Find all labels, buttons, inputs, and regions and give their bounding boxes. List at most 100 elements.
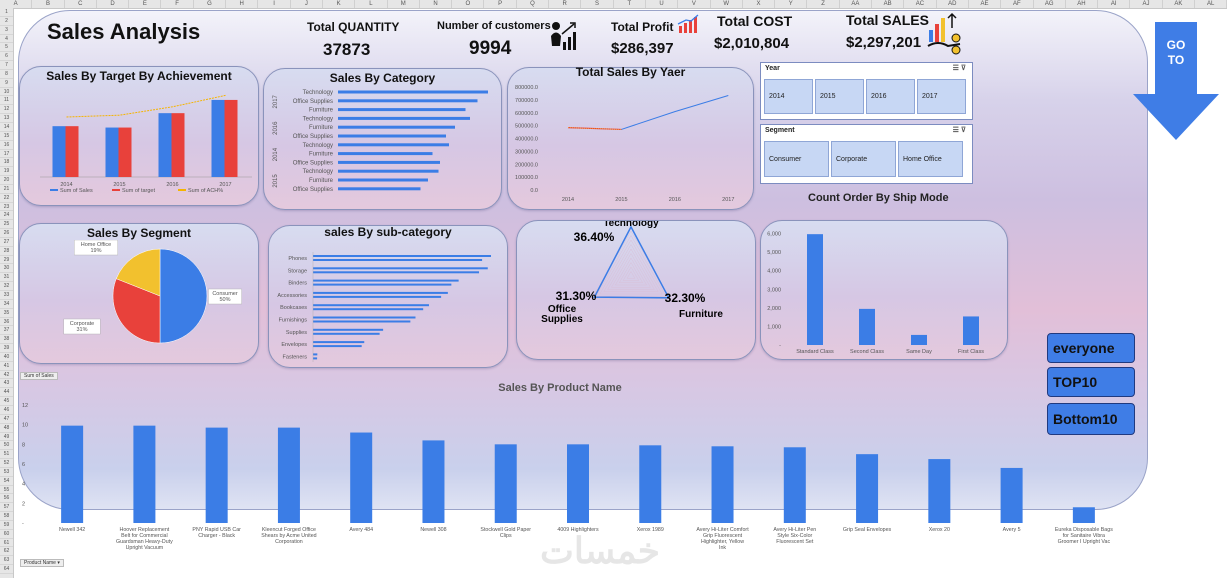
row-header[interactable]: 2 xyxy=(0,17,13,26)
top10-button[interactable]: TOP10 xyxy=(1047,367,1135,397)
column-header[interactable]: X xyxy=(743,0,776,8)
segment-slicer[interactable]: Segment ☰ ⊽ Consumer Corporate Home Office xyxy=(760,124,973,184)
row-header[interactable]: 42 xyxy=(0,371,13,380)
column-header[interactable]: AC xyxy=(904,0,937,8)
row-header[interactable]: 11 xyxy=(0,96,13,106)
row-header[interactable]: 26 xyxy=(0,229,13,238)
row-header[interactable]: 52 xyxy=(0,459,13,468)
clear-filter-icon[interactable]: ☰ ⊽ xyxy=(952,127,966,134)
row-header[interactable]: 59 xyxy=(0,521,13,530)
target-achievement-card[interactable]: Sales By Target By Achievement 2014 2015 2… xyxy=(19,66,259,206)
row-header[interactable]: 10 xyxy=(0,88,13,97)
row-header[interactable]: 13 xyxy=(0,114,13,123)
goto-arrow-button[interactable]: GO TO xyxy=(1133,22,1219,140)
slicer-item-consumer[interactable]: Consumer xyxy=(764,141,829,177)
row-header[interactable]: 64 xyxy=(0,565,13,574)
row-header[interactable]: 55 xyxy=(0,486,13,495)
row-header[interactable]: 46 xyxy=(0,406,13,415)
column-header[interactable]: S xyxy=(581,0,614,8)
column-header[interactable]: K xyxy=(323,0,356,8)
row-header[interactable]: 32 xyxy=(0,282,13,291)
column-header[interactable]: I xyxy=(258,0,291,8)
column-header[interactable]: AG xyxy=(1034,0,1066,8)
row-header[interactable]: 4 xyxy=(0,35,13,44)
column-header[interactable]: AH xyxy=(1066,0,1099,8)
row-header[interactable]: 19 xyxy=(0,167,13,177)
row-header[interactable]: 40 xyxy=(0,353,13,362)
row-header[interactable]: 27 xyxy=(0,238,13,247)
column-header[interactable]: AL xyxy=(1195,0,1227,8)
row-header[interactable]: 50 xyxy=(0,441,13,451)
row-header[interactable]: 24 xyxy=(0,211,13,221)
slicer-item-2017[interactable]: 2017 xyxy=(917,79,966,114)
column-header[interactable]: AJ xyxy=(1130,0,1163,8)
row-header[interactable]: 35 xyxy=(0,309,13,318)
column-header[interactable]: L xyxy=(355,0,388,8)
row-header[interactable]: 23 xyxy=(0,203,13,212)
column-header[interactable]: AB xyxy=(872,0,905,8)
row-header[interactable]: 63 xyxy=(0,556,13,566)
row-header[interactable]: 47 xyxy=(0,415,13,424)
column-header[interactable]: V xyxy=(678,0,711,8)
slicer-item-corporate[interactable]: Corporate xyxy=(831,141,896,177)
category-card[interactable]: Sales By Category Technology Office Suppl… xyxy=(263,68,502,210)
category-share-card[interactable]: Technology 36.40% 32.30% Furniture 31.30% Off… xyxy=(516,220,756,360)
row-header[interactable]: 44 xyxy=(0,388,13,398)
row-header[interactable]: 12 xyxy=(0,105,13,115)
row-header[interactable]: 20 xyxy=(0,176,13,185)
column-header[interactable]: M xyxy=(388,0,420,8)
row-header[interactable]: 17 xyxy=(0,150,13,159)
row-header[interactable]: 51 xyxy=(0,450,13,460)
everyone-button[interactable]: everyone xyxy=(1047,333,1135,363)
column-header[interactable]: W xyxy=(711,0,743,8)
row-header[interactable]: 29 xyxy=(0,256,13,265)
column-header[interactable]: D xyxy=(97,0,130,8)
row-header[interactable]: 43 xyxy=(0,379,13,389)
row-header[interactable]: 6 xyxy=(0,52,13,62)
column-header[interactable]: A xyxy=(0,0,33,8)
row-header[interactable]: 8 xyxy=(0,70,13,79)
sum-of-sales-field-button[interactable]: Sum of Sales xyxy=(20,372,58,380)
row-header[interactable]: 41 xyxy=(0,362,13,371)
row-header[interactable]: 54 xyxy=(0,477,13,486)
row-header[interactable]: 38 xyxy=(0,335,13,345)
row-header[interactable]: 33 xyxy=(0,291,13,300)
column-header[interactable]: AF xyxy=(1001,0,1034,8)
row-header[interactable]: 15 xyxy=(0,132,13,141)
column-header[interactable]: U xyxy=(646,0,679,8)
column-header[interactable]: Q xyxy=(517,0,550,8)
slicer-item-2015[interactable]: 2015 xyxy=(815,79,864,114)
row-header[interactable]: 9 xyxy=(0,79,13,88)
column-header[interactable]: C xyxy=(65,0,97,8)
product-name-field-button[interactable]: Product Name ▾ xyxy=(20,559,64,567)
row-header[interactable]: 56 xyxy=(0,494,13,504)
year-slicer[interactable]: Year ☰ ⊽ 2014 2015 2016 2017 xyxy=(760,62,973,120)
segment-card[interactable]: Sales By Segment Consumer 50% Corporate 31%… xyxy=(19,223,259,364)
column-header[interactable]: AA xyxy=(840,0,873,8)
column-header[interactable]: AI xyxy=(1098,0,1131,8)
column-header[interactable]: T xyxy=(614,0,646,8)
row-header[interactable]: 30 xyxy=(0,264,13,274)
row-header[interactable]: 14 xyxy=(0,123,13,132)
column-header[interactable]: R xyxy=(549,0,582,8)
column-header[interactable]: AE xyxy=(969,0,1002,8)
clear-filter-icon[interactable]: ☰ ⊽ xyxy=(952,65,966,72)
row-header[interactable]: 3 xyxy=(0,26,13,35)
row-header[interactable]: 39 xyxy=(0,344,13,353)
row-header[interactable]: 57 xyxy=(0,503,13,513)
row-header[interactable]: 62 xyxy=(0,547,13,557)
column-header[interactable]: Y xyxy=(775,0,808,8)
row-header[interactable]: 7 xyxy=(0,61,13,70)
row-header[interactable]: 49 xyxy=(0,433,13,442)
row-header[interactable]: 45 xyxy=(0,397,13,406)
row-header[interactable]: 37 xyxy=(0,326,13,336)
row-header[interactable]: 60 xyxy=(0,530,13,539)
row-header[interactable]: 58 xyxy=(0,512,13,521)
row-header[interactable]: 5 xyxy=(0,43,13,53)
column-header[interactable]: H xyxy=(226,0,259,8)
column-header[interactable]: O xyxy=(452,0,485,8)
column-header[interactable]: P xyxy=(484,0,517,8)
row-header[interactable]: 22 xyxy=(0,194,13,203)
column-header[interactable]: J xyxy=(291,0,323,8)
column-header[interactable]: AD xyxy=(937,0,969,8)
